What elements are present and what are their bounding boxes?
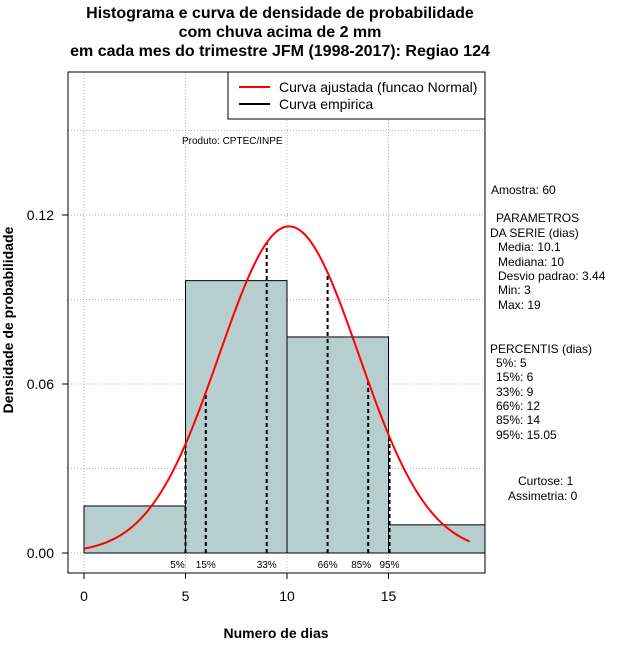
histogram-bar-0 xyxy=(83,505,186,554)
y-tick-label-0: 0.00 xyxy=(27,545,54,561)
fitted-normal-curve xyxy=(83,225,471,550)
x-tick-label-0: 0 xyxy=(80,588,88,604)
x-tick-label-10: 10 xyxy=(279,588,295,604)
stat-p5: 5%: 5 xyxy=(496,356,527,370)
title-line-2: com chuva acima de 2 mm xyxy=(178,24,382,41)
legend-box xyxy=(227,71,486,120)
x-axis-title: Numero de dias xyxy=(223,625,328,641)
legend-empirical-label: Curva empirica xyxy=(279,96,373,112)
title-line-3: em cada mes do trimestre JFM (1998-2017)… xyxy=(70,43,490,60)
stat-media: Media: 10.1 xyxy=(498,240,561,254)
product-annotation: Produto: CPTEC/INPE xyxy=(182,136,283,147)
chart-title: Histograma e curva de densidade de proba… xyxy=(0,4,560,61)
stat-p85: 85%: 14 xyxy=(496,413,541,427)
percentile-label-85: 85% xyxy=(351,560,371,571)
histogram-bar-1 xyxy=(185,280,288,554)
stat-mediana: Mediana: 10 xyxy=(498,255,565,269)
y-axis-title: Densidade de probabilidade xyxy=(0,226,16,413)
percentile-label-15: 15% xyxy=(196,560,216,571)
histogram-bar-2 xyxy=(286,336,389,554)
y-tick-label-1: 0.06 xyxy=(27,376,54,392)
stat-p95: 95%: 15.05 xyxy=(496,428,557,442)
percentile-label-66: 66% xyxy=(318,560,338,571)
stat-params-header-1: PARAMETROS xyxy=(496,211,580,225)
stat-p15: 15%: 6 xyxy=(496,370,534,384)
stat-p66: 66%: 12 xyxy=(496,399,541,413)
stat-curtose: Curtose: 1 xyxy=(518,474,574,488)
stat-amostra: Amostra: 60 xyxy=(491,183,556,197)
stat-params-header-2: DA SERIE (dias) xyxy=(490,226,579,240)
legend-fitted-label: Curva ajustada (funcao Normal) xyxy=(279,79,477,95)
title-line-1: Histograma e curva de densidade de proba… xyxy=(86,5,474,22)
stat-p33: 33%: 9 xyxy=(496,385,534,399)
x-tick-label-5: 5 xyxy=(182,588,190,604)
y-tick-label-2: 0.12 xyxy=(27,207,54,223)
stat-min: Min: 3 xyxy=(498,283,531,297)
stat-desvio: Desvio padrao: 3.44 xyxy=(498,269,606,283)
x-tick-label-15: 15 xyxy=(381,588,397,604)
stat-percentis-header: PERCENTIS (dias) xyxy=(490,342,593,356)
percentile-label-5: 5% xyxy=(170,560,185,571)
stat-max: Max: 19 xyxy=(498,298,541,312)
stat-assimetria: Assimetria: 0 xyxy=(508,489,578,503)
percentile-label-95: 95% xyxy=(380,560,400,571)
histogram-bar-3 xyxy=(388,524,486,554)
percentile-label-33: 33% xyxy=(257,560,277,571)
